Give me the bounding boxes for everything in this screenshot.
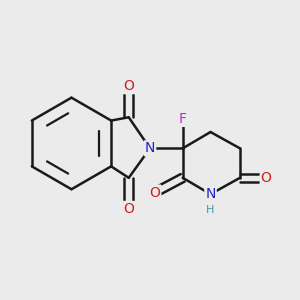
Text: O: O: [123, 202, 134, 216]
Text: O: O: [261, 171, 272, 185]
Text: F: F: [179, 112, 187, 126]
Text: N: N: [205, 187, 216, 201]
Text: O: O: [123, 79, 134, 93]
Text: N: N: [145, 141, 155, 155]
Text: O: O: [149, 185, 160, 200]
Text: H: H: [206, 205, 215, 215]
